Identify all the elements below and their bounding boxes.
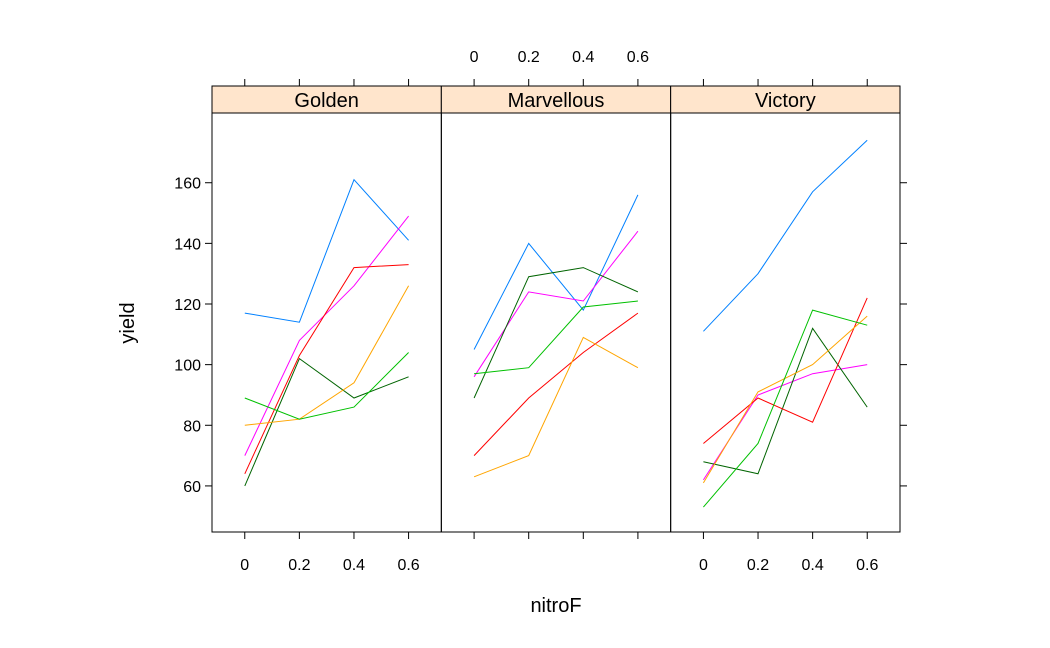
x-tick-label: 0.6 — [856, 557, 878, 574]
series-line-3 — [473, 267, 639, 399]
series-line-2 — [244, 215, 409, 456]
y-tick-label: 80 — [183, 418, 201, 435]
x-tick-label: 0 — [699, 557, 708, 574]
series-line-1 — [703, 139, 868, 332]
series-line-3 — [703, 327, 868, 475]
axes-layer: 60 80 100 120 140 160 — [174, 176, 907, 496]
y-axis-title: yield — [117, 302, 139, 343]
panel-strip-label: Golden — [294, 90, 359, 112]
series-line-5 — [473, 336, 639, 478]
y-tick-label: 160 — [174, 176, 201, 193]
panel-golden: Golden 0 0.2 0.4 0.6 — [211, 79, 442, 574]
panel-victory: Victory 0 0.2 0.4 0.6 — [670, 79, 901, 574]
panel-strip — [670, 85, 901, 114]
x-tick-label: 0.4 — [572, 49, 594, 66]
series-line-5 — [244, 285, 410, 426]
panel-strip-label: Marvellous — [508, 90, 605, 112]
series-line-4 — [244, 264, 409, 475]
series-line-2 — [473, 230, 639, 378]
x-tick-label: 0.6 — [397, 557, 419, 574]
series-line-2 — [702, 364, 868, 481]
series-line-6 — [474, 300, 638, 375]
y-tick-label: 100 — [174, 358, 201, 375]
x-tick-label: 0.2 — [288, 557, 310, 574]
panel-marvellous: Marvellous 0 0.2 0.4 0.6 — [440, 49, 672, 539]
series-line-1 — [244, 178, 409, 323]
x-tick-label: 0.4 — [802, 557, 824, 574]
x-tick-label: 0.4 — [343, 557, 365, 574]
series-line-4 — [703, 297, 868, 444]
panel-strip — [211, 85, 442, 114]
x-axis-title: nitroF — [530, 595, 581, 617]
series-line-5 — [702, 315, 868, 484]
series-line-4 — [473, 312, 639, 456]
panel-strip-label: Victory — [755, 90, 816, 112]
panel-frame — [670, 112, 901, 533]
x-tick-label: 0.2 — [747, 557, 769, 574]
y-tick-label: 140 — [174, 236, 201, 253]
series-line-1 — [473, 194, 639, 350]
y-tick-label: 60 — [183, 479, 201, 496]
x-tick-label: 0 — [240, 557, 249, 574]
series-line-6 — [703, 309, 868, 508]
series-line-6 — [244, 352, 409, 420]
x-tick-label: 0 — [470, 49, 479, 66]
x-tick-label: 0.2 — [518, 49, 540, 66]
panel-frame — [440, 112, 672, 533]
y-tick-label: 120 — [174, 297, 201, 314]
x-tick-label: 0.6 — [627, 49, 649, 66]
